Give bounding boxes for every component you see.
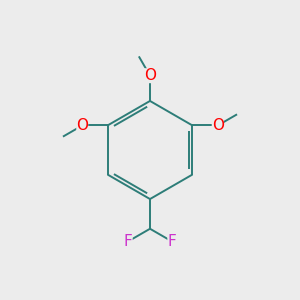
Text: O: O xyxy=(76,118,88,133)
Text: O: O xyxy=(144,68,156,83)
Text: F: F xyxy=(167,234,176,249)
Text: O: O xyxy=(212,118,224,133)
Text: F: F xyxy=(124,234,133,249)
